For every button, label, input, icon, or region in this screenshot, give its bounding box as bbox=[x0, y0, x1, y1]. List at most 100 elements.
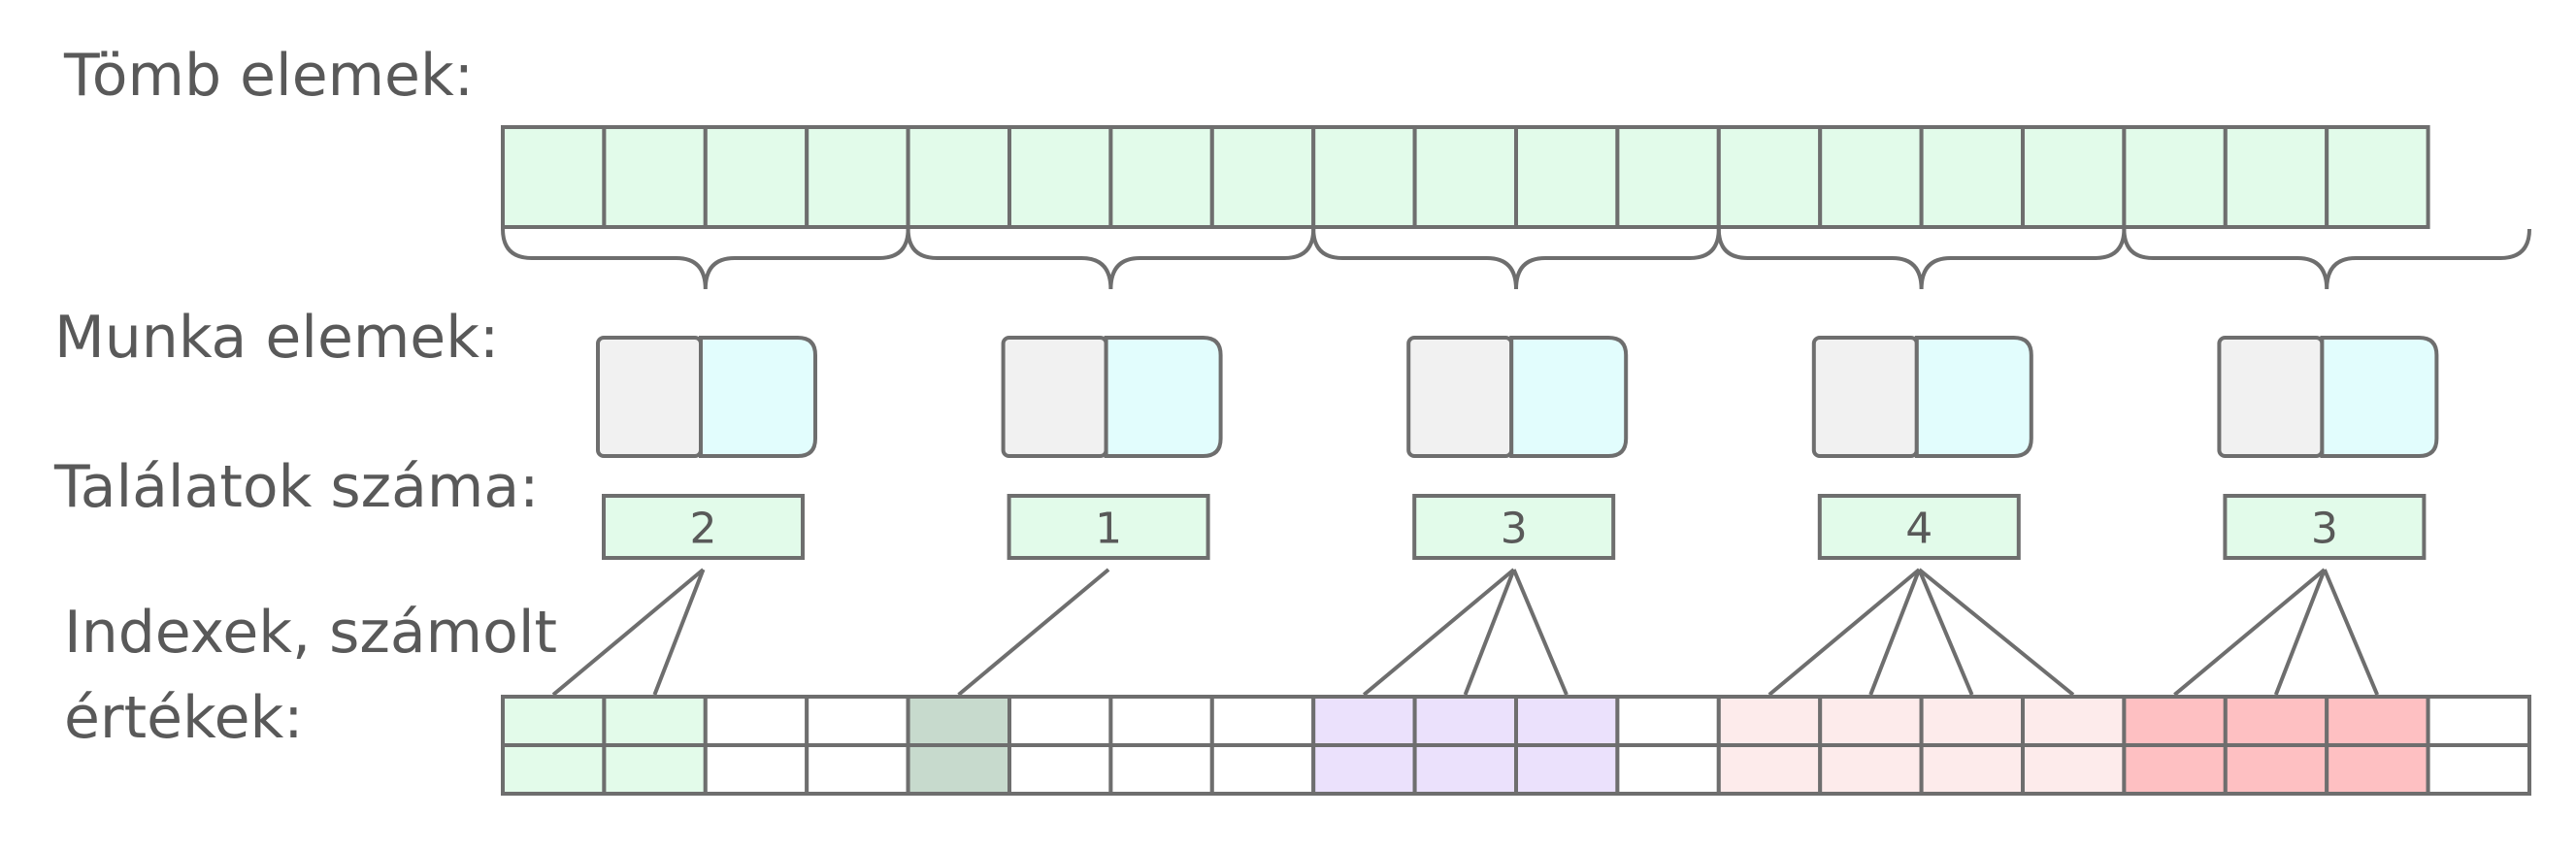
work-item-left bbox=[2217, 336, 2325, 458]
hit-count-value: 4 bbox=[1905, 505, 1932, 554]
result-cell bbox=[703, 695, 809, 747]
hit-count-box bbox=[1412, 494, 1616, 560]
result-cell bbox=[2021, 743, 2127, 796]
result-cell bbox=[2223, 743, 2329, 796]
connector-lines bbox=[551, 568, 2380, 697]
result-cell bbox=[703, 743, 809, 796]
connector-line bbox=[1917, 569, 1974, 696]
array-cell bbox=[703, 125, 809, 229]
connector-line bbox=[957, 568, 1110, 697]
result-cell bbox=[2122, 695, 2228, 747]
hit-count-value: 1 bbox=[1095, 505, 1122, 554]
result-cell bbox=[906, 695, 1011, 747]
result-cell bbox=[2325, 743, 2430, 796]
array-cell bbox=[805, 125, 910, 229]
array-row bbox=[501, 125, 2430, 229]
array-cell bbox=[1818, 125, 1924, 229]
result-cell bbox=[1412, 695, 1518, 747]
array-cell bbox=[501, 125, 607, 229]
work-item-right bbox=[1914, 336, 2033, 458]
result-cell bbox=[1007, 743, 1113, 796]
connector-line bbox=[1511, 569, 1569, 696]
connector-line bbox=[2273, 569, 2327, 696]
result-cell bbox=[1514, 743, 1620, 796]
result-cell bbox=[1108, 743, 1214, 796]
array-cell bbox=[2122, 125, 2228, 229]
result-cell bbox=[1615, 695, 1721, 747]
group-brace bbox=[906, 228, 1316, 290]
work-item-right bbox=[1104, 336, 1223, 458]
work-item-right bbox=[1509, 336, 1629, 458]
array-cell bbox=[1311, 125, 1417, 229]
result-cell bbox=[2122, 743, 2228, 796]
result-cell bbox=[2223, 695, 2329, 747]
result-cell bbox=[1007, 695, 1113, 747]
connector-line bbox=[1362, 568, 1515, 697]
array-cell bbox=[2223, 125, 2329, 229]
array-cell bbox=[1716, 125, 1823, 229]
result-cell bbox=[2426, 743, 2532, 796]
result-cell bbox=[1716, 695, 1823, 747]
hit-count-value: 3 bbox=[2311, 505, 2338, 554]
work-item-right bbox=[699, 336, 817, 458]
result-cell bbox=[1716, 743, 1823, 796]
array-cell bbox=[906, 125, 1011, 229]
result-cell bbox=[805, 743, 910, 796]
array-cell bbox=[1615, 125, 1721, 229]
array-cell bbox=[1514, 125, 1620, 229]
result-cell bbox=[1514, 695, 1620, 747]
result-cell bbox=[2021, 695, 2127, 747]
array-cell bbox=[2021, 125, 2127, 229]
array-elements-label: Tömb elemek: bbox=[63, 42, 474, 110]
array-cell bbox=[1209, 125, 1316, 229]
array-cell bbox=[1919, 125, 2025, 229]
result-cell bbox=[805, 695, 910, 747]
result-cell bbox=[2325, 695, 2430, 747]
result-cell bbox=[1818, 695, 1924, 747]
result-cell bbox=[1108, 695, 1214, 747]
hit-count-boxes: 2 1 3 4 3 bbox=[602, 494, 2427, 560]
work-items bbox=[596, 336, 2439, 458]
connector-line bbox=[2173, 568, 2327, 697]
connector-line bbox=[1918, 568, 2075, 697]
result-cell bbox=[602, 743, 708, 796]
result-cell bbox=[1412, 743, 1518, 796]
work-item-left bbox=[596, 336, 703, 458]
hit-count-box bbox=[1007, 494, 1210, 560]
result-cell bbox=[1311, 743, 1417, 796]
indexes-label-line1: Indexek, számolt bbox=[64, 599, 557, 667]
result-cell bbox=[501, 743, 607, 796]
work-item-left bbox=[1811, 336, 1919, 458]
hit-count-box bbox=[602, 494, 805, 560]
result-cell bbox=[1209, 743, 1316, 796]
result-cell bbox=[602, 695, 708, 747]
result-cell bbox=[1311, 695, 1417, 747]
result-cell bbox=[1919, 695, 2025, 747]
result-cell bbox=[1615, 743, 1721, 796]
hit-count-value: 2 bbox=[690, 505, 717, 554]
result-cell bbox=[1919, 743, 2025, 796]
work-item-right bbox=[2320, 336, 2439, 458]
connector-line bbox=[551, 568, 705, 697]
connector-line bbox=[2323, 569, 2380, 696]
group-brace bbox=[1311, 228, 1721, 290]
indexes-label-line2: értékek: bbox=[64, 684, 304, 752]
connector-line bbox=[1767, 568, 1921, 697]
array-cell bbox=[1108, 125, 1214, 229]
hit-count-label: Találatok száma: bbox=[53, 453, 539, 521]
work-items-label: Munka elemek: bbox=[54, 304, 499, 372]
result-cell bbox=[2426, 695, 2532, 747]
connector-line bbox=[652, 569, 706, 696]
work-item-left bbox=[1001, 336, 1108, 458]
group-brace bbox=[501, 228, 910, 290]
group-brace bbox=[2122, 228, 2531, 290]
connector-line bbox=[1463, 569, 1516, 696]
group-brace bbox=[1716, 228, 2127, 290]
group-braces bbox=[501, 228, 2531, 290]
result-cell bbox=[1209, 695, 1316, 747]
array-cell bbox=[1412, 125, 1518, 229]
result-cell bbox=[906, 743, 1011, 796]
hit-count-box bbox=[1817, 494, 2021, 560]
